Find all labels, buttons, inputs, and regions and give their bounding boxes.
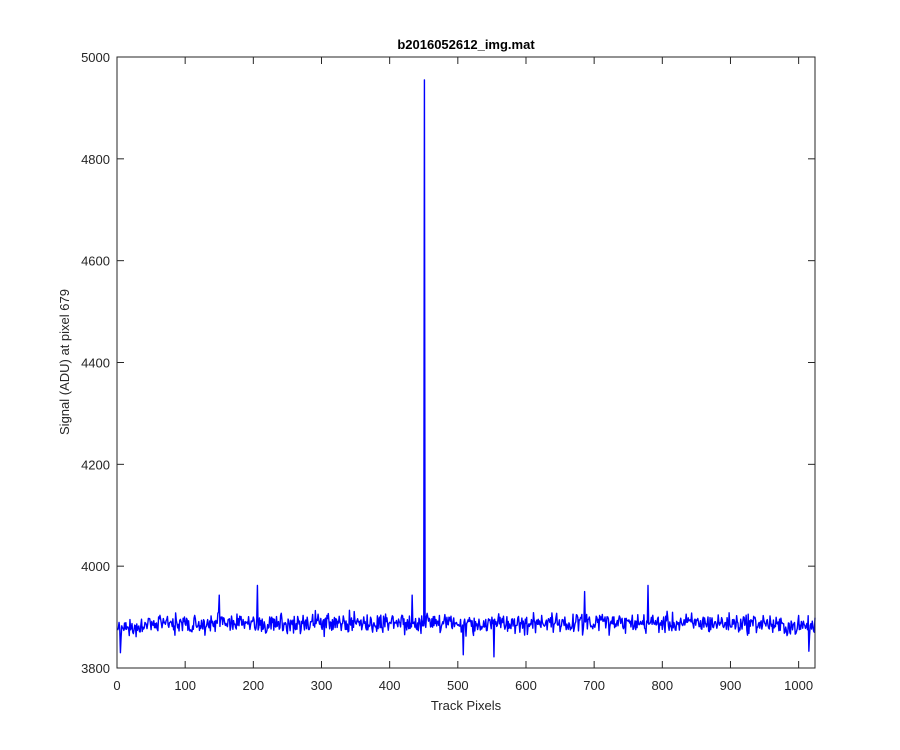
x-tick-label: 100 — [174, 678, 196, 693]
x-tick-label: 1000 — [784, 678, 813, 693]
x-tick-label: 800 — [651, 678, 673, 693]
y-tick-label: 3800 — [81, 661, 110, 676]
plot-frame — [116, 56, 816, 669]
y-tick-label: 4800 — [81, 152, 110, 167]
y-tick-label: 5000 — [81, 50, 110, 65]
x-tick-label: 900 — [720, 678, 742, 693]
signal-line — [117, 79, 816, 658]
x-tick-label: 600 — [515, 678, 537, 693]
series-layer — [117, 79, 816, 658]
x-tick-label: 400 — [379, 678, 401, 693]
chart-title: b2016052612_img.mat — [397, 37, 535, 52]
y-axis-label: Signal (ADU) at pixel 679 — [57, 289, 72, 435]
x-tick-label: 200 — [242, 678, 264, 693]
y-tick-label: 4200 — [81, 457, 110, 472]
tick-layer: 0 100 200 300 400 500 600 700 800 900 1000 3800 4000… — [81, 50, 815, 693]
x-tick-label: 300 — [311, 678, 333, 693]
x-tick-label: 500 — [447, 678, 469, 693]
y-tick-label: 4000 — [81, 559, 110, 574]
x-tick-label: 700 — [583, 678, 605, 693]
y-tick-label: 4600 — [81, 254, 110, 269]
x-axis-label: Track Pixels — [431, 698, 502, 713]
plot-area — [117, 57, 815, 668]
x-tick-label: 0 — [113, 678, 120, 693]
y-tick-label: 4400 — [81, 356, 110, 371]
